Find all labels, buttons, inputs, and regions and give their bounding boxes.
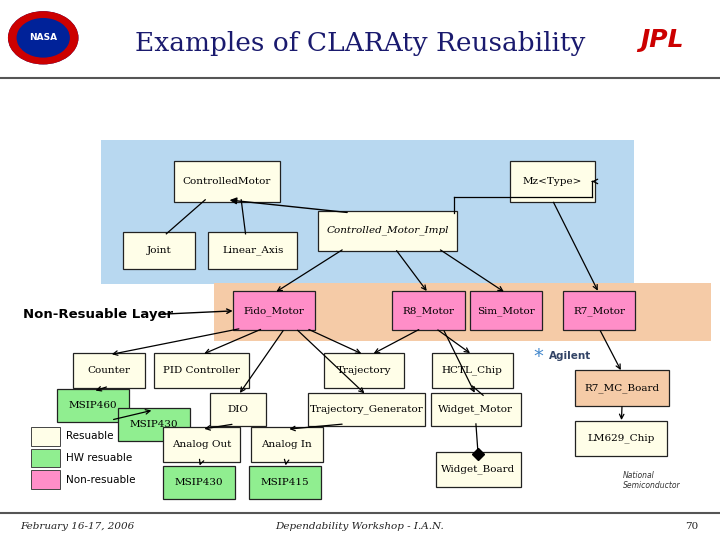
FancyBboxPatch shape (324, 353, 404, 388)
Text: Agilent: Agilent (549, 352, 591, 361)
Text: Controlled_Motor_Impl: Controlled_Motor_Impl (326, 226, 449, 235)
Text: Trajectory: Trajectory (337, 366, 391, 375)
FancyBboxPatch shape (575, 421, 667, 456)
FancyBboxPatch shape (233, 291, 315, 330)
Text: Non-Resuable Layer: Non-Resuable Layer (23, 308, 174, 321)
FancyBboxPatch shape (31, 449, 60, 467)
Text: February 16-17, 2006: February 16-17, 2006 (20, 522, 135, 531)
Text: DIO: DIO (228, 405, 249, 414)
FancyBboxPatch shape (575, 370, 669, 406)
Text: Resuable: Resuable (66, 431, 114, 441)
FancyBboxPatch shape (163, 427, 240, 462)
FancyBboxPatch shape (174, 161, 280, 202)
Text: JPL: JPL (641, 29, 684, 52)
Text: Non-resuable: Non-resuable (66, 475, 136, 484)
Text: MSIP460: MSIP460 (68, 401, 117, 410)
FancyBboxPatch shape (563, 291, 635, 330)
FancyBboxPatch shape (31, 427, 60, 446)
Text: Fido_Motor: Fido_Motor (243, 306, 305, 315)
Text: Joint: Joint (147, 246, 171, 255)
Text: R8_Motor: R8_Motor (402, 306, 454, 315)
FancyBboxPatch shape (431, 393, 521, 426)
Text: Mz<Type>: Mz<Type> (523, 177, 582, 186)
Text: HW resuable: HW resuable (66, 453, 132, 463)
FancyBboxPatch shape (210, 393, 266, 426)
Text: Widget_Board: Widget_Board (441, 465, 516, 474)
Wedge shape (9, 12, 78, 64)
Text: MSIP430: MSIP430 (174, 478, 223, 487)
Text: Linear_Axis: Linear_Axis (222, 246, 284, 255)
FancyBboxPatch shape (118, 408, 190, 441)
FancyBboxPatch shape (154, 353, 249, 388)
Text: R7_Motor: R7_Motor (573, 306, 625, 315)
FancyBboxPatch shape (101, 140, 634, 284)
FancyBboxPatch shape (31, 470, 60, 489)
Text: R7_MC_Board: R7_MC_Board (585, 383, 660, 393)
Text: Widget_Motor: Widget_Motor (438, 405, 513, 414)
Text: Sim_Motor: Sim_Motor (477, 306, 535, 315)
FancyBboxPatch shape (123, 232, 195, 269)
FancyBboxPatch shape (436, 452, 521, 487)
FancyBboxPatch shape (432, 353, 513, 388)
Text: Analog In: Analog In (261, 440, 312, 449)
FancyBboxPatch shape (251, 427, 323, 462)
Text: National
Semiconductor: National Semiconductor (623, 471, 680, 490)
Text: MSIP415: MSIP415 (261, 478, 310, 487)
Circle shape (9, 12, 78, 64)
FancyBboxPatch shape (392, 291, 465, 330)
Text: HCTL_Chip: HCTL_Chip (442, 366, 503, 375)
FancyBboxPatch shape (308, 393, 425, 426)
Text: LM629_Chip: LM629_Chip (588, 434, 655, 443)
Text: *: * (534, 347, 544, 366)
Text: PID Controller: PID Controller (163, 366, 240, 375)
Text: NASA: NASA (29, 33, 58, 42)
FancyBboxPatch shape (470, 291, 542, 330)
Text: Analog Out: Analog Out (172, 440, 231, 449)
FancyBboxPatch shape (318, 211, 457, 251)
Text: 70: 70 (685, 522, 698, 531)
Text: Counter: Counter (88, 366, 130, 375)
Text: Dependability Workshop - I.A.N.: Dependability Workshop - I.A.N. (276, 522, 444, 531)
FancyBboxPatch shape (214, 283, 711, 341)
FancyBboxPatch shape (163, 466, 235, 499)
FancyBboxPatch shape (510, 161, 595, 202)
FancyBboxPatch shape (57, 389, 129, 422)
Text: Examples of CLARAty Reusability: Examples of CLARAty Reusability (135, 31, 585, 56)
Text: ControlledMotor: ControlledMotor (183, 177, 271, 186)
Text: MSIP430: MSIP430 (130, 420, 179, 429)
Text: Trajectory_Generator: Trajectory_Generator (310, 405, 423, 414)
FancyBboxPatch shape (73, 353, 145, 388)
FancyBboxPatch shape (208, 232, 297, 269)
FancyBboxPatch shape (249, 466, 321, 499)
